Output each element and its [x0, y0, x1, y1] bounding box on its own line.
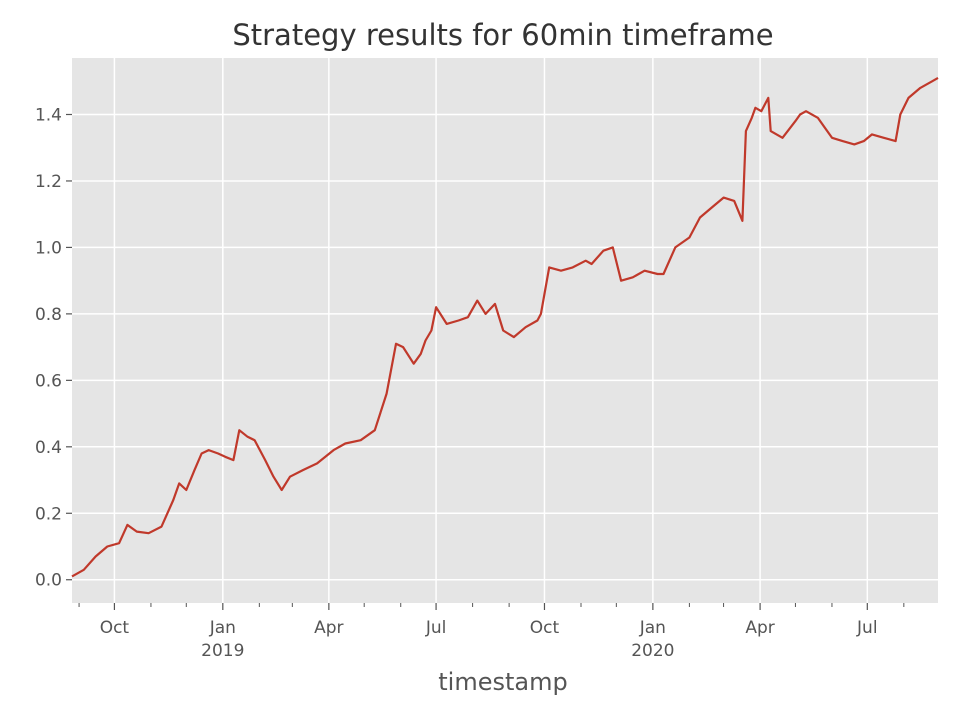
series-group — [71, 76, 939, 578]
x-tick-label: Jul — [425, 618, 447, 638]
y-tick-label: 1.4 — [35, 105, 62, 125]
x-tick-label: Jan — [639, 618, 666, 638]
x-tick-label: Apr — [314, 618, 343, 638]
x-tick-label: Oct — [100, 618, 130, 638]
x-tick-label: Apr — [745, 618, 774, 638]
series-line — [71, 76, 939, 578]
y-tick-label: 1.2 — [35, 172, 62, 192]
y-tick-label: 0.8 — [35, 305, 62, 325]
x-tick-label: Jan — [209, 618, 236, 638]
y-tick-label: 1.0 — [35, 238, 62, 258]
gridlines — [72, 58, 938, 603]
x-tick-year-label: 2019 — [201, 641, 244, 661]
x-axis-label: timestamp — [438, 668, 567, 696]
x-tick-label: Oct — [530, 618, 560, 638]
y-tick-label: 0.2 — [35, 504, 62, 524]
y-tick-label: 0.0 — [35, 571, 62, 591]
chart-title: Strategy results for 60min timeframe — [232, 18, 773, 52]
y-tick-label: 0.4 — [35, 438, 62, 458]
x-axis: Oct Jan 2019 Apr Jul Oct Jan 2020 Apr Jul — [78, 603, 905, 661]
x-tick-label: Jul — [856, 618, 878, 638]
x-tick-year-label: 2020 — [631, 641, 674, 661]
y-tick-label: 0.6 — [35, 371, 62, 391]
y-axis: 0.0 0.2 0.4 0.6 0.8 1.0 1.2 1.4 — [35, 105, 72, 591]
